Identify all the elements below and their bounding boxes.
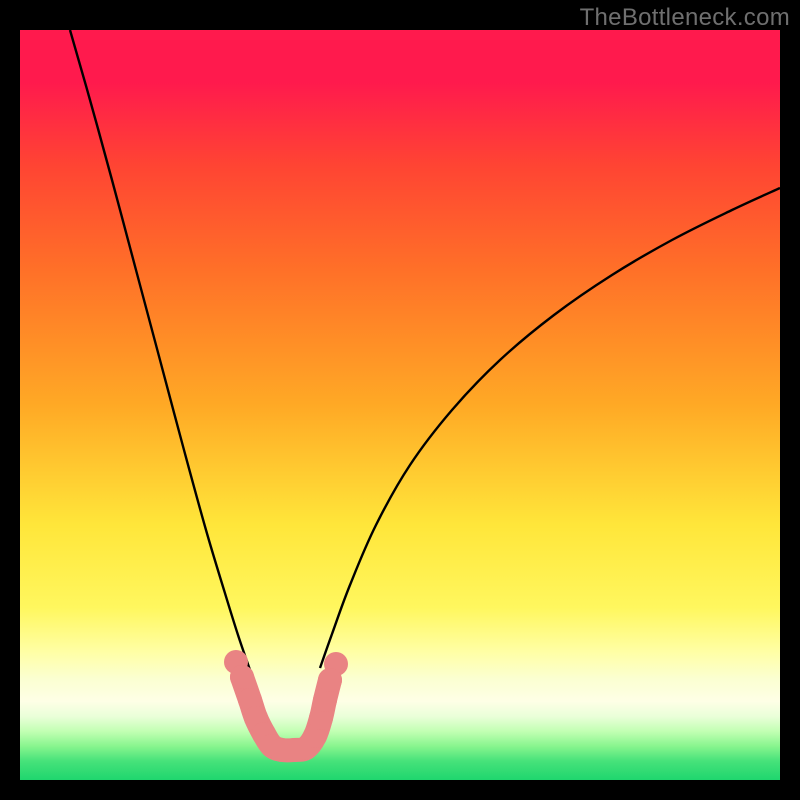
curve-left-branch [70, 30, 250, 670]
curve-layer [20, 30, 780, 780]
bottom-marker-bead-10 [313, 688, 337, 712]
chart-canvas: TheBottleneck.com [0, 0, 800, 800]
watermark-text: TheBottleneck.com [580, 4, 790, 32]
curve-right-branch [320, 188, 780, 668]
plot-area [20, 30, 780, 780]
bottom-marker-bead-0 [230, 665, 254, 689]
bottom-marker-bead-11 [318, 668, 342, 692]
